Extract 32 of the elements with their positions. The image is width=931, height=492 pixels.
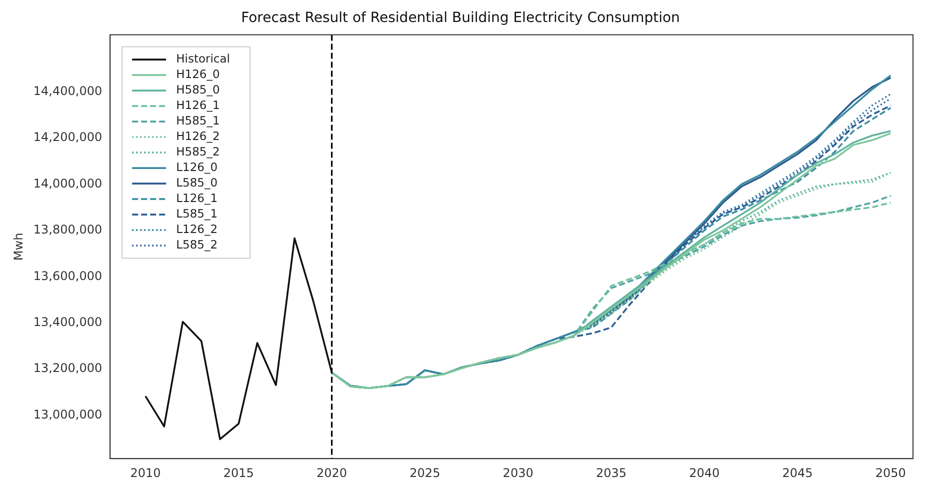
x-tick-label: 2040 [689, 466, 720, 480]
x-tick-label: 2030 [502, 466, 534, 480]
x-tick-label: 2015 [223, 466, 254, 480]
y-axis-title: Mwh [11, 232, 26, 261]
legend-label: H585_0 [176, 82, 220, 97]
chart-title: Forecast Result of Residential Building Electricity Consumption [241, 10, 680, 26]
legend-label: H126_2 [176, 129, 220, 144]
x-tick-label: 2050 [875, 466, 906, 480]
x-tick-label: 2025 [410, 466, 440, 480]
y-tick-label: 14,200,000 [33, 130, 102, 144]
y-tick-label: 13,000,000 [33, 407, 102, 422]
legend-label: H126_0 [176, 67, 220, 82]
legend-label: L585_0 [176, 176, 218, 190]
x-tick-label: 2010 [130, 466, 161, 480]
y-tick-label: 14,400,000 [33, 84, 102, 98]
legend-label: H585_2 [176, 144, 220, 159]
legend-label: L585_2 [176, 238, 218, 252]
legend-label: H585_1 [176, 114, 220, 128]
y-tick-label: 13,800,000 [33, 222, 102, 237]
y-tick-label: 14,000,000 [33, 176, 102, 190]
legend-label: H126_1 [176, 98, 220, 112]
x-tick-label: 2035 [596, 466, 626, 480]
legend-label: L585_1 [176, 206, 218, 221]
legend-label: L126_2 [176, 222, 218, 236]
x-tick-label: 2020 [316, 466, 348, 480]
y-tick-label: 13,200,000 [33, 361, 102, 376]
y-tick-label: 13,600,000 [33, 268, 102, 283]
y-tick-label: 13,400,000 [33, 315, 102, 330]
legend-label: L126_1 [176, 191, 218, 206]
legend-label: L126_0 [176, 160, 218, 174]
legend-label: Historical [176, 52, 230, 66]
x-tick-label: 2045 [782, 466, 813, 480]
